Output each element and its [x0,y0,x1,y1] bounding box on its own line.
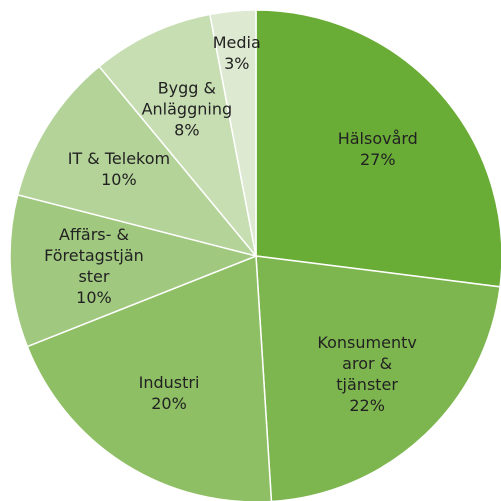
category-label: Bygg & Anläggning [141,78,233,119]
slice-label: Media 3% [185,32,289,74]
pie-slice [98,13,257,257]
value-label: 22% [349,396,385,416]
slice-label: Hälsovård 27% [326,128,430,170]
category-label: Affärs- & Företagstjänster [44,225,144,287]
slice-label: Affärs- & Företagstjänster 10% [42,224,146,308]
slice-label: IT & Telekom 10% [67,148,171,190]
pie-slice [9,193,259,348]
pie-slice [209,9,257,257]
value-label: 10% [101,170,137,189]
category-label: Media [212,32,261,52]
pie-slice [16,65,259,258]
value-label: 3% [224,53,250,73]
value-label: 10% [76,288,112,308]
category-label: Konsumentvaror & tjänster [317,333,417,395]
pie-slice [255,255,501,501]
category-label: Industri [138,373,200,393]
pie-slice [26,254,273,501]
pie-slice [255,9,501,288]
slice-label: Konsumentvaror & tjänster 22% [315,332,419,416]
slice-label: Industri 20% [117,372,221,414]
value-label: 8% [174,120,200,140]
category-label: IT & Telekom [67,149,171,168]
value-label: 20% [151,394,187,414]
category-label: Hälsovård [337,128,418,148]
slice-label: Bygg & Anläggning 8% [135,78,239,141]
value-label: 27% [360,149,396,169]
